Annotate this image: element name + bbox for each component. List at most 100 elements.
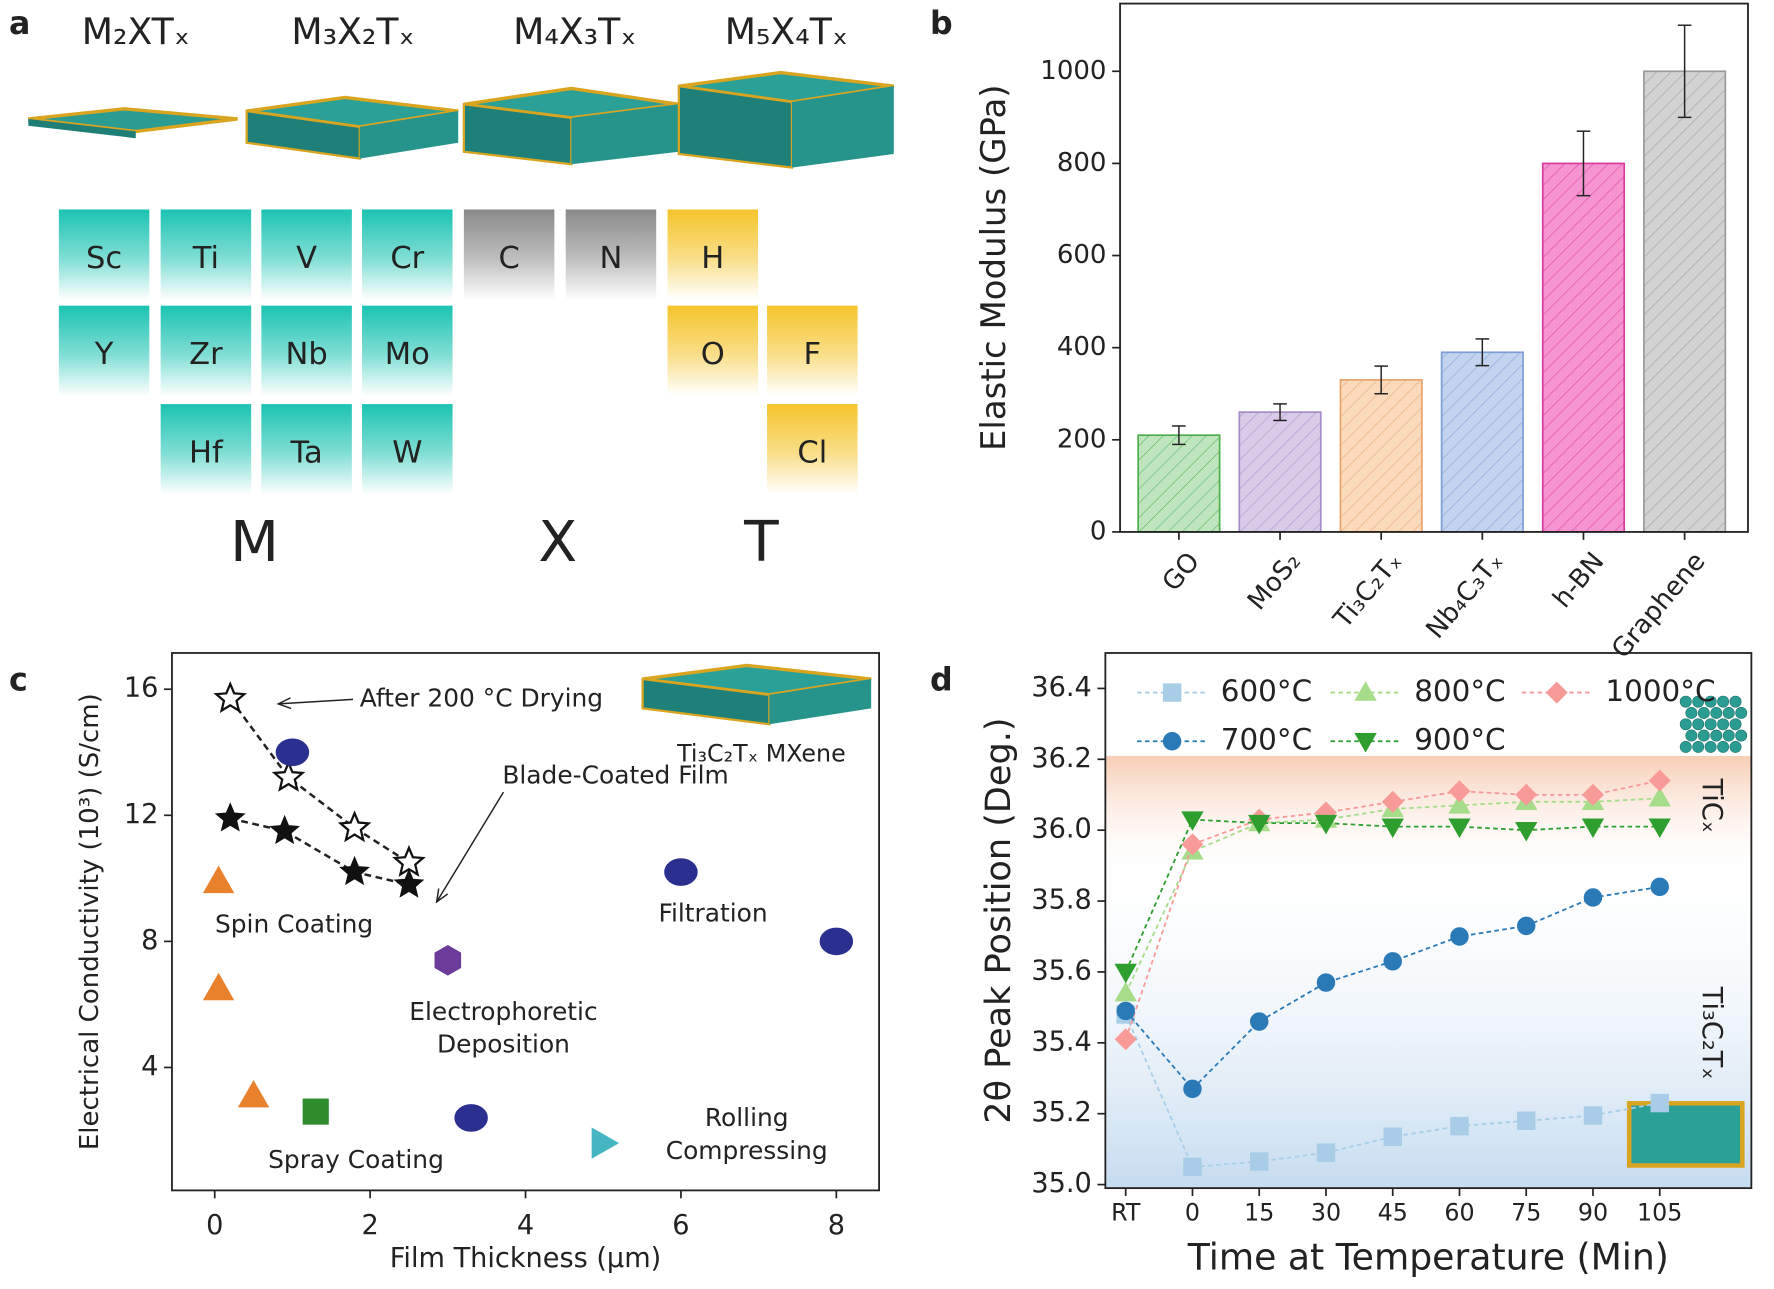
legend-marker (1354, 733, 1377, 753)
marker (271, 759, 306, 792)
marker (1517, 916, 1536, 936)
x-tick-label: 6 (672, 1210, 689, 1241)
x-tick-label: 30 (1311, 1199, 1341, 1227)
atom (1704, 740, 1717, 753)
element-tile (767, 404, 858, 495)
marker (1648, 769, 1671, 792)
bar (1339, 379, 1423, 533)
atom (1692, 718, 1705, 731)
element-symbol: Cr (390, 241, 424, 276)
series-line (1124, 1014, 1660, 1168)
x-tick-label: 2 (361, 1210, 378, 1241)
atom (1679, 740, 1692, 753)
series-line (229, 697, 410, 864)
y-tick-label: 35.0 (1031, 1168, 1091, 1199)
element-tile (463, 209, 555, 300)
y-tick-label: 200 (1057, 424, 1107, 454)
annotation: Ti₃C₂Tₓ MXene (676, 739, 846, 767)
marker (213, 681, 248, 713)
marker (302, 1098, 329, 1125)
marker (1383, 1127, 1402, 1146)
series-line (229, 817, 410, 886)
atom (1717, 718, 1730, 731)
x-tick-label: 15 (1244, 1199, 1274, 1227)
element-tile (58, 305, 150, 397)
element-symbol: Sc (86, 241, 122, 276)
series-line (1124, 797, 1660, 994)
formula: M₄X₃Tₓ (513, 10, 636, 53)
element-symbol: H (701, 241, 724, 276)
marker (1583, 888, 1603, 907)
marker (1114, 963, 1137, 984)
element-symbol: Hf (189, 435, 224, 470)
atom (1692, 695, 1705, 708)
x-tick-label: 90 (1578, 1199, 1608, 1227)
element-symbol: W (392, 435, 422, 470)
y-tick-label: 1000 (1040, 56, 1106, 86)
formula: M₅X₄Tₓ (725, 10, 848, 53)
marker (1383, 952, 1402, 971)
marker (434, 944, 462, 976)
atom (1679, 718, 1692, 731)
atom (1679, 695, 1692, 708)
element-tile (160, 404, 252, 495)
marker (1183, 1079, 1202, 1099)
atom (1704, 695, 1717, 708)
x-tick-label: 4 (517, 1210, 534, 1241)
element-symbol: Y (94, 337, 114, 372)
bar (1440, 351, 1524, 533)
marker (1650, 877, 1669, 897)
arrow-head (435, 888, 449, 904)
marker (1648, 786, 1671, 807)
element-symbol: V (296, 241, 317, 276)
series-label: Rolling (705, 1103, 789, 1132)
element-tile (667, 209, 759, 300)
atom (1685, 729, 1698, 742)
atom (1735, 729, 1748, 742)
y-tick-label: 36.2 (1031, 743, 1091, 774)
plot-frame (171, 652, 880, 1192)
atom (1704, 718, 1717, 731)
marker (337, 810, 372, 843)
series-label: Spray Coating (268, 1145, 444, 1174)
marker (393, 868, 425, 898)
x-tick-label: 0 (1185, 1199, 1200, 1227)
series-label: Deposition (437, 1030, 570, 1059)
bar (1238, 411, 1322, 533)
atom (1697, 707, 1710, 719)
series-label: After 200 °C Drying (360, 683, 603, 712)
group-label: T (743, 509, 779, 575)
y-tick-label: 8 (141, 925, 158, 956)
element-tile (362, 404, 453, 495)
y-tick-label: 16 (124, 673, 159, 704)
element-symbol: Cl (797, 435, 827, 470)
marker (275, 738, 310, 767)
atom (1717, 695, 1730, 708)
y-axis-label: Elastic Modulus (GPa) (974, 84, 1014, 451)
legend-label: 600°C (1221, 674, 1312, 708)
marker (1116, 1001, 1135, 1021)
atom (1722, 707, 1735, 719)
marker (1583, 1106, 1603, 1125)
arrow-head (276, 697, 292, 710)
element-symbol: Zr (189, 337, 223, 372)
marker (214, 802, 246, 832)
y-tick-label: 35.2 (1031, 1097, 1091, 1128)
element-tile (667, 305, 759, 397)
x-tick-label: 8 (828, 1210, 845, 1241)
legend-label: 900°C (1414, 723, 1505, 757)
atom (1710, 729, 1723, 742)
marker (1381, 790, 1404, 813)
marker (339, 855, 370, 886)
series-label: Spin Coating (215, 910, 373, 939)
marker (1316, 1143, 1336, 1162)
marker (1183, 1157, 1202, 1177)
marker (1581, 818, 1605, 838)
element-tile (362, 305, 453, 397)
marker (591, 1127, 620, 1159)
y-tick-label: 35.4 (1031, 1026, 1091, 1057)
arrow (278, 698, 354, 705)
x-tick-label: 60 (1444, 1199, 1474, 1227)
marker (1316, 973, 1336, 992)
